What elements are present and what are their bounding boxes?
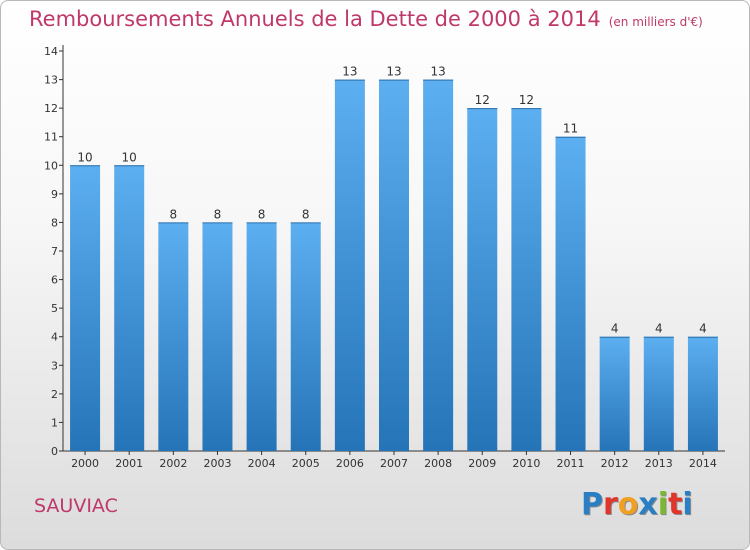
x-tick-label: 2002 — [159, 457, 187, 470]
y-tick-label: 1 — [51, 416, 58, 429]
data-label: 13 — [342, 65, 357, 79]
logo-letter: x — [638, 487, 658, 522]
logo-letter: P — [581, 487, 603, 522]
chart-title: Remboursements Annuels de la Dette de 20… — [29, 7, 703, 31]
logo-letter: i — [657, 487, 669, 522]
x-tick-label: 2003 — [203, 457, 231, 470]
x-tick-label: 2012 — [601, 457, 629, 470]
x-tick-label: 2000 — [71, 457, 99, 470]
bar — [158, 222, 189, 451]
x-tick-label: 2007 — [380, 457, 408, 470]
proxiti-logo: Proxiti — [581, 487, 693, 522]
x-tick-label: 2001 — [115, 457, 143, 470]
data-label: 10 — [122, 150, 137, 164]
y-tick-label: 0 — [51, 445, 58, 458]
y-tick-label: 9 — [51, 188, 58, 201]
x-tick-label: 2010 — [512, 457, 540, 470]
y-tick-label: 8 — [51, 216, 58, 229]
commune-name: SAUVIAC — [34, 495, 118, 517]
bar — [70, 165, 101, 452]
x-tick-label: 2014 — [689, 457, 717, 470]
data-label: 8 — [170, 207, 178, 221]
logo-letter: i — [682, 487, 693, 522]
data-label: 4 — [611, 322, 619, 336]
data-label: 10 — [77, 150, 92, 164]
bar — [202, 222, 233, 451]
bar — [334, 79, 365, 452]
logo-letter: t — [668, 487, 683, 522]
bar — [511, 108, 542, 452]
y-tick-label: 14 — [44, 45, 58, 58]
x-tick-label: 2013 — [645, 457, 673, 470]
y-tick-label: 12 — [44, 102, 58, 115]
bar — [599, 336, 630, 451]
y-tick-label: 11 — [44, 131, 58, 144]
logo-letter: r — [603, 487, 618, 522]
data-label: 13 — [386, 65, 401, 79]
x-tick-label: 2011 — [557, 457, 585, 470]
y-tick-label: 6 — [51, 274, 58, 287]
y-tick-label: 3 — [51, 359, 58, 372]
bar — [114, 165, 145, 452]
data-label: 12 — [475, 93, 490, 107]
chart-subtitle: (en milliers d'€) — [608, 15, 703, 29]
x-tick-label: 2004 — [248, 457, 276, 470]
bar — [290, 222, 321, 451]
chart-data-labels: 10 10 8 8 8 8 13 13 13 12 12 11 4 4 4 — [77, 65, 706, 336]
x-tick-label: 2008 — [424, 457, 452, 470]
data-label: 8 — [214, 207, 222, 221]
logo-letter: o — [617, 487, 639, 522]
bar — [687, 336, 718, 451]
y-tick-label: 4 — [51, 331, 58, 344]
data-label: 12 — [519, 93, 534, 107]
y-tick-label: 13 — [44, 74, 58, 87]
bar — [379, 79, 409, 452]
bar — [643, 336, 674, 451]
bar — [423, 79, 454, 452]
y-tick-label: 2 — [51, 388, 58, 401]
data-label: 13 — [430, 65, 445, 79]
bar — [467, 108, 498, 452]
data-label: 11 — [563, 122, 578, 136]
bar — [555, 136, 586, 451]
bar — [246, 222, 277, 451]
chart-title-text: Remboursements Annuels de la Dette de 20… — [29, 7, 601, 31]
x-tick-label: 2005 — [292, 457, 320, 470]
x-tick-label: 2009 — [468, 457, 496, 470]
y-tick-label: 7 — [51, 245, 58, 258]
y-tick-label: 5 — [51, 302, 58, 315]
data-label: 8 — [302, 207, 310, 221]
chart-bars — [70, 79, 718, 452]
data-label: 4 — [655, 322, 663, 336]
data-label: 4 — [699, 322, 707, 336]
data-label: 8 — [258, 207, 266, 221]
x-tick-label: 2006 — [336, 457, 364, 470]
y-tick-label: 10 — [44, 159, 58, 172]
